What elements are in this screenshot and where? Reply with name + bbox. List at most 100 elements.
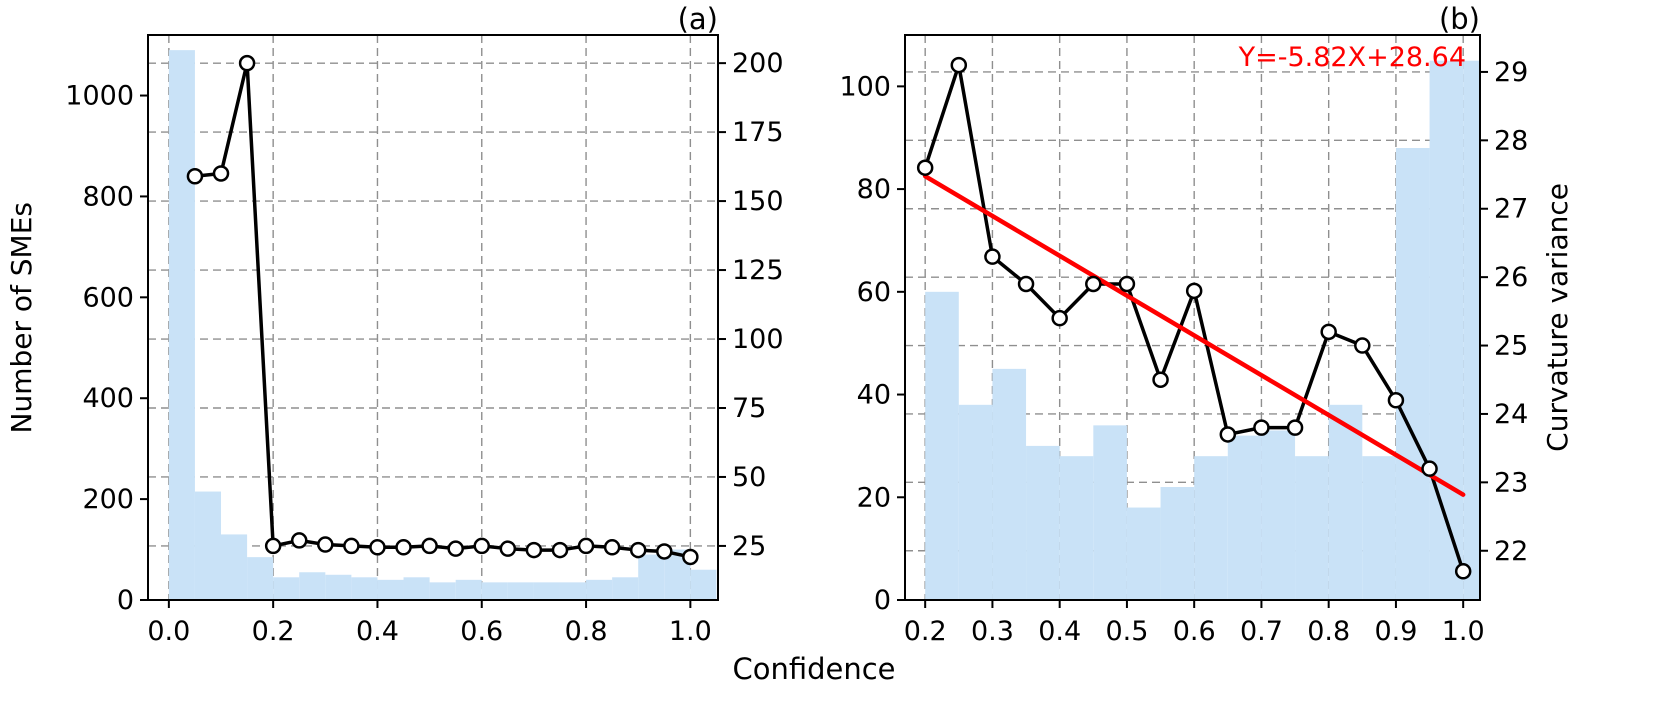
plot-border bbox=[147, 34, 719, 601]
left-y-axis-label: Number of SMEs bbox=[4, 201, 38, 434]
left-y-tick-label: 200 bbox=[82, 484, 134, 515]
right-y-tick-label: 27 bbox=[1494, 194, 1528, 225]
histogram-bar bbox=[1026, 445, 1060, 600]
data-point-marker bbox=[577, 537, 595, 555]
right-y-tick-label: 150 bbox=[732, 186, 784, 217]
data-point-marker bbox=[369, 539, 386, 556]
data-point-marker bbox=[343, 537, 360, 555]
data-point-marker bbox=[1286, 419, 1304, 436]
data-point-marker bbox=[1253, 419, 1270, 436]
histogram-bar bbox=[1227, 435, 1262, 600]
data-point-marker bbox=[603, 539, 621, 556]
data-point-marker bbox=[1320, 323, 1337, 341]
x-tick-label: 0.9 bbox=[1374, 616, 1417, 647]
subplot-b: 0.2 0.3 0.4 0.5 0.6 0.7 0.8 0.9 1.0 0 20 40 60 80 100 2… bbox=[839, 34, 1528, 647]
left-y-tick-label: 0 bbox=[117, 585, 134, 616]
histogram-bar bbox=[507, 582, 534, 600]
data-point-marker bbox=[525, 541, 543, 559]
x-tick-label: 0.4 bbox=[1038, 616, 1081, 647]
data-point-marker bbox=[186, 168, 204, 185]
left-y-tick-label: 0 bbox=[874, 585, 891, 616]
left-y-tick-label: 600 bbox=[82, 282, 134, 313]
series-line bbox=[194, 61, 691, 559]
left-y-axis-label-wrap: Number of SMEs bbox=[2, 35, 40, 600]
data-point-marker bbox=[395, 539, 412, 556]
data-point-marker bbox=[238, 54, 256, 72]
x-tick-label: 0.4 bbox=[356, 616, 399, 647]
histogram-bar bbox=[1059, 456, 1094, 600]
histogram-bar bbox=[299, 572, 326, 600]
data-point-marker bbox=[1085, 275, 1102, 293]
data-point-marker bbox=[264, 537, 282, 555]
histogram-bar bbox=[586, 579, 613, 600]
histogram-bar bbox=[403, 577, 430, 600]
x-tick-label: 0.5 bbox=[1105, 616, 1148, 647]
fit-equation-label: Y=-5.82X+28.64 bbox=[1238, 42, 1466, 73]
x-tick-label: 1.0 bbox=[1442, 616, 1485, 647]
histogram-bar bbox=[1194, 456, 1228, 600]
right-y-axis-label-wrap: Curvature variance bbox=[1538, 35, 1576, 600]
subplot-a: 0.0 0.2 0.4 0.6 0.8 1.0 0 200 400 600 800 1000 25 50 7… bbox=[65, 34, 784, 647]
data-point-marker bbox=[1185, 282, 1203, 300]
data-point-marker bbox=[1051, 309, 1068, 327]
histogram-bar bbox=[194, 491, 222, 600]
right-y-tick-label: 75 bbox=[732, 393, 766, 424]
histogram-bar bbox=[455, 579, 482, 600]
histogram-bar bbox=[377, 579, 404, 600]
data-point-marker bbox=[499, 540, 517, 557]
data-point-marker bbox=[473, 537, 491, 555]
histogram-bar bbox=[481, 582, 508, 600]
left-y-tick-label: 1000 bbox=[65, 81, 134, 112]
right-y-tick-label: 28 bbox=[1494, 125, 1528, 156]
x-tick-label: 0.2 bbox=[904, 616, 947, 647]
left-y-tick-label: 800 bbox=[82, 181, 134, 212]
left-y-tick-label: 80 bbox=[857, 174, 891, 205]
histogram-bar bbox=[273, 577, 300, 600]
x-tick-label: 0.3 bbox=[971, 616, 1014, 647]
right-y-tick-label: 25 bbox=[1494, 331, 1528, 362]
data-point-marker bbox=[984, 248, 1001, 265]
data-point-marker bbox=[1118, 275, 1136, 293]
histogram-bar bbox=[958, 404, 993, 600]
data-point-marker bbox=[916, 159, 934, 176]
x-axis-label: Confidence bbox=[732, 652, 896, 686]
right-y-tick-label: 50 bbox=[732, 462, 766, 493]
x-tick-label: 0.6 bbox=[1173, 616, 1216, 647]
left-y-tick-label: 40 bbox=[857, 380, 891, 411]
histogram-bar bbox=[533, 582, 560, 600]
data-point-marker bbox=[421, 537, 438, 555]
right-y-tick-label: 175 bbox=[732, 117, 784, 148]
data-point-marker bbox=[1354, 337, 1371, 354]
data-point-marker bbox=[1421, 460, 1438, 477]
histogram-bar bbox=[1295, 456, 1329, 600]
right-y-tick-label: 23 bbox=[1494, 467, 1528, 498]
histogram-bar bbox=[1429, 60, 1464, 600]
histogram-bar bbox=[1395, 148, 1430, 600]
left-y-tick-label: 100 bbox=[839, 71, 891, 102]
fit-line bbox=[922, 173, 1466, 497]
histogram-bar bbox=[1126, 507, 1161, 600]
histogram-bar bbox=[612, 577, 639, 600]
histogram-bar bbox=[247, 557, 274, 600]
subplot-b-title: (b) bbox=[1438, 2, 1480, 36]
histogram-bar bbox=[638, 554, 665, 600]
right-y-tick-label: 100 bbox=[732, 324, 784, 355]
right-y-axis-label: Curvature variance bbox=[1540, 183, 1574, 452]
left-y-tick-label: 400 bbox=[82, 383, 134, 414]
histogram-bar bbox=[429, 582, 456, 600]
data-point-marker bbox=[447, 540, 464, 557]
x-tick-label: 0.2 bbox=[252, 616, 295, 647]
data-point-marker bbox=[1219, 426, 1237, 443]
histogram-bar bbox=[925, 291, 959, 600]
right-y-tick-label: 200 bbox=[732, 48, 784, 79]
data-point-marker bbox=[1017, 275, 1035, 293]
data-point-marker bbox=[212, 165, 230, 182]
right-y-tick-label: 29 bbox=[1494, 57, 1528, 88]
x-tick-label: 1.0 bbox=[669, 616, 712, 647]
data-point-marker bbox=[629, 541, 647, 559]
histogram-bar bbox=[992, 368, 1027, 600]
subplot-a-title: (a) bbox=[677, 2, 718, 36]
left-y-tick-label: 60 bbox=[857, 277, 891, 308]
histogram-bar bbox=[168, 50, 195, 600]
